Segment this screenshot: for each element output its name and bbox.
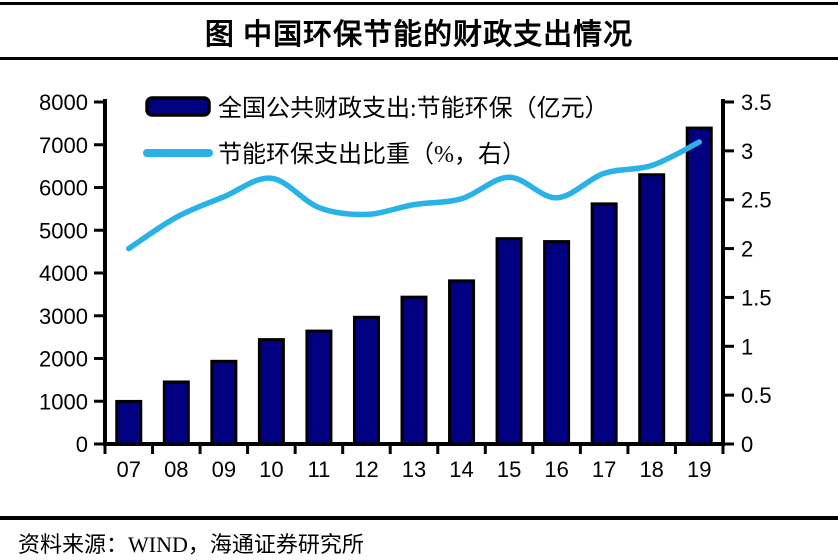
bar-15 bbox=[495, 237, 523, 446]
legend-line-label: 节能环保支出比重（%，右） bbox=[218, 141, 526, 168]
left-tick-label: 3000 bbox=[39, 304, 88, 329]
bar-07 bbox=[115, 399, 143, 446]
left-tick-label: 5000 bbox=[39, 218, 88, 243]
left-tick-label: 2000 bbox=[39, 347, 88, 372]
ratio-line bbox=[126, 139, 702, 252]
bar-10 bbox=[257, 338, 285, 446]
left-tick-label: 4000 bbox=[39, 261, 88, 286]
x-tick-label: 10 bbox=[259, 457, 283, 482]
bar-12 bbox=[352, 315, 380, 446]
x-tick-label: 18 bbox=[639, 457, 663, 482]
left-axis-ticks: 0 1000 2000 3000 4000 5000 6000 7000 8000 bbox=[39, 90, 105, 457]
left-tick-label: 1000 bbox=[39, 389, 88, 414]
x-tick-label: 19 bbox=[687, 457, 711, 482]
right-tick-label: 2.5 bbox=[741, 188, 772, 213]
x-tick-label: 07 bbox=[117, 457, 141, 482]
legend-bar-label: 全国公共财政支出:节能环保（亿元） bbox=[218, 95, 609, 122]
legend-bar-swatch bbox=[145, 96, 211, 117]
x-tick-label: 09 bbox=[212, 457, 236, 482]
right-tick-label: 1.5 bbox=[741, 285, 772, 310]
source-rule bbox=[0, 516, 838, 520]
bar-09 bbox=[210, 359, 238, 446]
bar-11 bbox=[305, 329, 333, 446]
left-tick-label: 6000 bbox=[39, 176, 88, 201]
right-axis-ticks: 0 0.5 1 1.5 2 2.5 3 3.5 bbox=[723, 90, 772, 457]
left-tick-label: 8000 bbox=[39, 90, 88, 115]
page-title: 图 中国环保节能的财政支出情况 bbox=[204, 19, 634, 51]
title-bottom-rule bbox=[0, 57, 838, 60]
x-tick-label: 17 bbox=[592, 457, 616, 482]
x-tick-label: 16 bbox=[544, 457, 568, 482]
x-tick-label: 11 bbox=[308, 457, 331, 482]
bar-17 bbox=[590, 202, 618, 446]
right-tick-label: 1 bbox=[741, 334, 753, 359]
right-tick-label: 3.5 bbox=[741, 90, 772, 115]
right-tick-label: 0.5 bbox=[741, 383, 772, 408]
x-tick-label: 13 bbox=[402, 457, 426, 482]
x-axis-ticks: 07 08 09 10 11 12 13 14 15 16 17 18 19 bbox=[103, 444, 725, 482]
source-note: 资料来源：WIND，海通证券研究所 bbox=[18, 532, 364, 557]
left-tick-label: 0 bbox=[76, 432, 88, 457]
right-tick-label: 3 bbox=[741, 139, 753, 164]
right-tick-label: 2 bbox=[741, 237, 753, 262]
bar-series bbox=[115, 126, 713, 446]
title-top-rule bbox=[0, 2, 838, 5]
x-tick-label: 15 bbox=[497, 457, 521, 482]
bar-16 bbox=[543, 240, 571, 446]
bar-13 bbox=[400, 295, 428, 446]
right-tick-label: 0 bbox=[741, 432, 753, 457]
chart-canvas: 0 1000 2000 3000 4000 5000 6000 7000 8000 0 0.5 1 1.… bbox=[39, 90, 772, 482]
x-tick-label: 14 bbox=[449, 457, 473, 482]
legend: 全国公共财政支出:节能环保（亿元） 节能环保支出比重（%，右） bbox=[143, 95, 609, 168]
x-tick-label: 12 bbox=[354, 457, 378, 482]
bar-19 bbox=[685, 126, 713, 446]
x-tick-label: 08 bbox=[164, 457, 188, 482]
bar-14 bbox=[448, 279, 476, 446]
left-tick-label: 7000 bbox=[39, 133, 88, 158]
bar-18 bbox=[638, 173, 666, 446]
bar-08 bbox=[162, 380, 190, 446]
